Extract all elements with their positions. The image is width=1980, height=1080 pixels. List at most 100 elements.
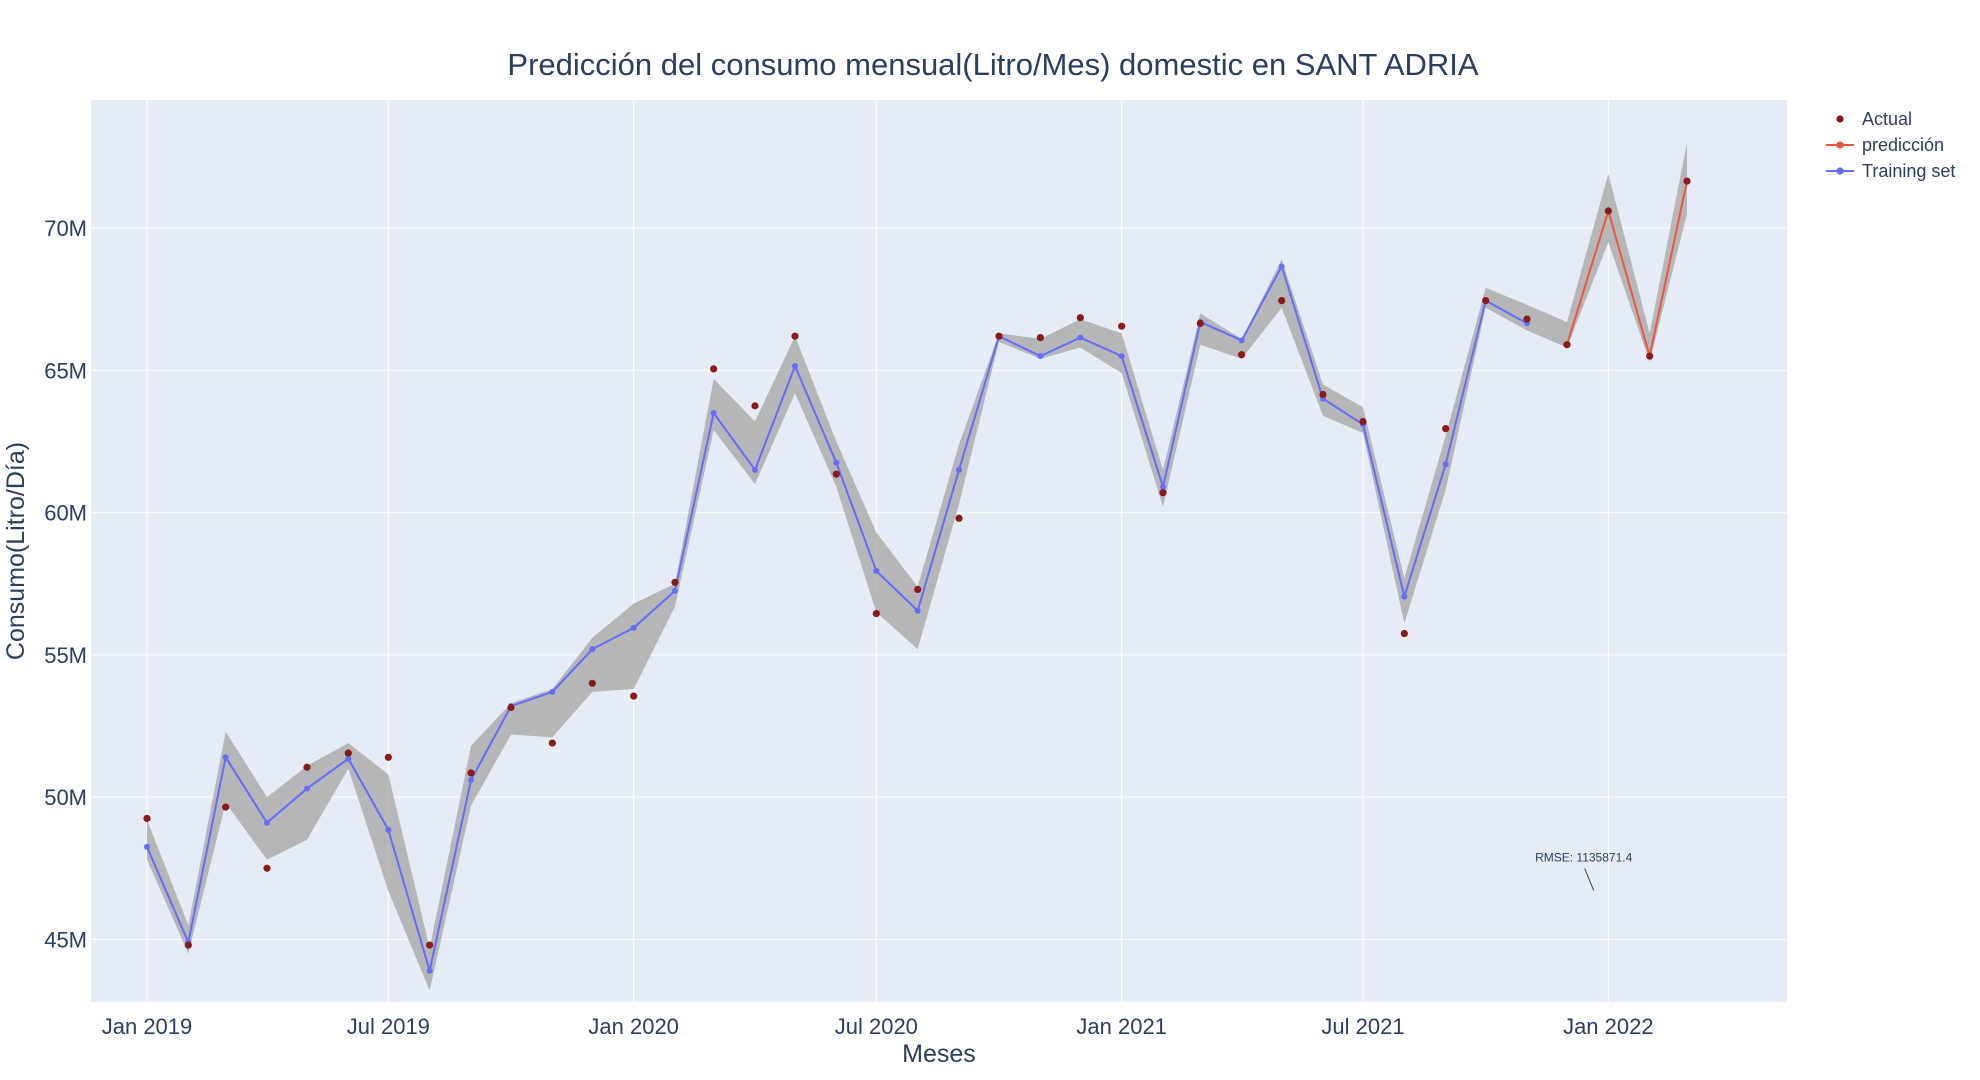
actual-point [1482, 297, 1490, 305]
training-set-point [956, 466, 962, 473]
predicci-n-line [1566, 180, 1688, 357]
actual-point [263, 864, 271, 872]
legend-label: Actual [1862, 109, 1912, 129]
training-set-point [549, 688, 556, 695]
training-set-point [1160, 483, 1166, 490]
legend-label: predicción [1862, 135, 1944, 155]
rmse-annotation: RMSE: 1135871.4 [1535, 850, 1632, 864]
training-set-point [385, 826, 392, 833]
training-set-point [1037, 353, 1044, 360]
actual-point [1400, 629, 1408, 638]
actual-point [384, 753, 392, 761]
actual-point [791, 332, 799, 340]
legend-swatch-marker [1836, 141, 1844, 149]
training-set-point [264, 819, 270, 826]
training-set-point [914, 607, 921, 614]
training-set-point [792, 363, 798, 370]
actual-point [222, 803, 230, 811]
actual-point [995, 332, 1003, 340]
y-tick-label: 65M [44, 358, 87, 383]
actual-point [955, 514, 963, 522]
actual-point [872, 609, 880, 618]
actual-point [1036, 333, 1044, 342]
actual-point [1359, 417, 1367, 426]
training-set-point [1278, 263, 1285, 270]
training-set-point [630, 624, 637, 631]
training-set-point [1442, 461, 1449, 468]
actual-point [710, 365, 718, 373]
confidence-band-area [147, 142, 1687, 991]
actual-point [1196, 319, 1204, 327]
y-tick-label: 45M [44, 927, 87, 952]
y-tick-label: 70M [44, 216, 87, 241]
actual-point [1523, 315, 1531, 323]
training-set-point [222, 754, 229, 761]
training-set-point [468, 777, 474, 784]
legend-label: Training set [1862, 161, 1955, 181]
series-points [143, 177, 1691, 974]
confidence-band [147, 142, 1687, 991]
training-set-point [873, 567, 880, 574]
actual-point [751, 402, 759, 410]
x-tick-label: Jul 2020 [835, 1014, 918, 1039]
legend-item-predicci-n[interactable]: predicción [1826, 135, 1944, 155]
x-axis-title: Meses [902, 1040, 976, 1068]
actual-point [467, 769, 475, 777]
actual-point [184, 941, 192, 949]
actual-point [1118, 322, 1126, 330]
actual-point [143, 814, 151, 823]
annotations: RMSE: 1135871.4 [1535, 850, 1633, 891]
actual-point [1646, 352, 1654, 360]
legend[interactable]: Actual predicción Training set [1826, 109, 1955, 181]
training-set-point [833, 459, 840, 466]
x-tick-label: Jan 2020 [588, 1014, 679, 1039]
training-set-point [589, 646, 596, 653]
training-set-point [426, 967, 433, 974]
training-set-point [1077, 334, 1084, 341]
actual-point [1563, 341, 1571, 349]
training-set-point [144, 843, 150, 850]
actual-point [1683, 177, 1691, 185]
training-set-point [304, 785, 310, 792]
actual-point [1319, 390, 1327, 399]
training-set-point [710, 409, 717, 416]
actual-point [1278, 297, 1286, 305]
training-set-point [1238, 337, 1245, 344]
x-tick-label: Jan 2021 [1076, 1014, 1167, 1039]
actual-point [344, 749, 352, 757]
training-set-point [345, 755, 352, 762]
x-tick-label: Jan 2019 [102, 1014, 193, 1039]
y-axis-ticks: 45M 50M 55M 60M 65M 70M [44, 216, 87, 952]
actual-point [588, 679, 596, 687]
actual-point [1442, 425, 1450, 433]
training-set-point [1401, 593, 1408, 600]
x-tick-label: Jul 2019 [347, 1014, 430, 1039]
actual-point [832, 470, 840, 478]
legend-swatch-marker [1836, 167, 1844, 175]
y-axis-title: Consumo(Litro/Día) [2, 442, 30, 660]
training-set-point [752, 466, 758, 473]
legend-item-training-set[interactable]: Training set [1826, 161, 1955, 181]
actual-point [671, 578, 679, 586]
y-tick-label: 60M [44, 501, 87, 526]
actual-point [914, 585, 922, 594]
training-set-point [672, 587, 678, 594]
actual-point [303, 763, 311, 771]
x-tick-label: Jul 2021 [1321, 1014, 1404, 1039]
y-tick-label: 50M [44, 785, 87, 810]
x-tick-label: Jan 2022 [1563, 1014, 1654, 1039]
legend-item-actual[interactable]: Actual [1836, 109, 1912, 129]
actual-point [507, 703, 515, 712]
actual-point [1076, 314, 1084, 322]
actual-point [630, 692, 638, 700]
actual-point [1238, 351, 1246, 359]
annotation-arrow [1584, 868, 1595, 891]
legend-swatch-marker [1836, 115, 1844, 123]
training-set-point [1118, 353, 1125, 360]
chart-title: Predicción del consumo mensual(Litro/Mes… [507, 47, 1478, 82]
y-tick-label: 55M [44, 643, 87, 668]
actual-point [1159, 489, 1167, 497]
actual-point [426, 941, 434, 949]
actual-point [1604, 207, 1612, 215]
